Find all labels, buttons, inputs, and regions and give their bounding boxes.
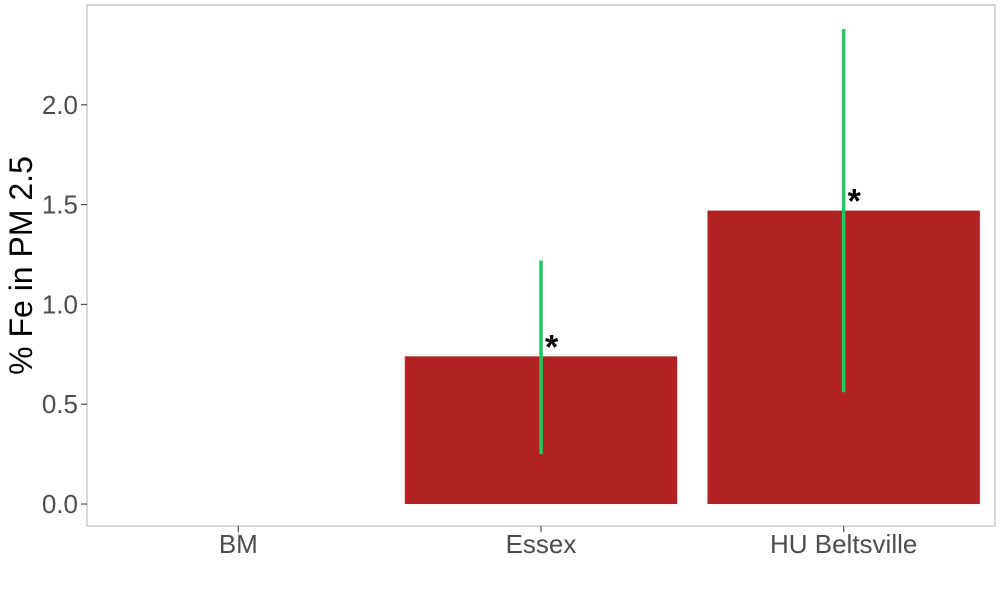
- x-axis: BM Essex HU Beltsville: [219, 526, 917, 559]
- y-tick-label: 0.0: [42, 489, 78, 519]
- y-axis-title: % Fe in PM 2.5: [3, 156, 39, 375]
- y-tick-label: 1.5: [42, 190, 78, 220]
- x-tick-label: HU Beltsville: [770, 529, 917, 559]
- error-bars: [539, 28, 846, 455]
- y-axis: 0.0 0.5 1.0 1.5 2.0: [42, 90, 87, 519]
- bars: [404, 210, 980, 505]
- x-tick-label: BM: [219, 529, 258, 559]
- significance-asterisk: *: [545, 328, 559, 366]
- significance-markers: **: [545, 183, 862, 367]
- significance-asterisk: *: [848, 183, 862, 221]
- x-tick-label: Essex: [506, 529, 577, 559]
- y-tick-label: 1.0: [42, 289, 78, 319]
- y-tick-label: 0.5: [42, 389, 78, 419]
- y-tick-label: 2.0: [42, 90, 78, 120]
